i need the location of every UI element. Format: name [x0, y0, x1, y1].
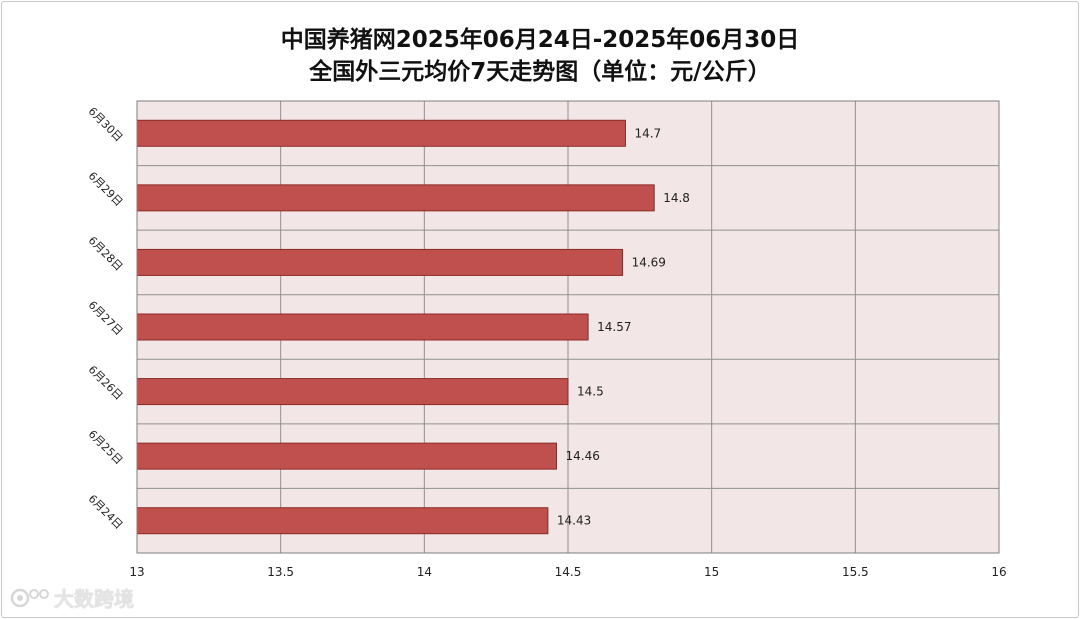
bar: [136, 313, 589, 341]
data-label: 14.8: [663, 191, 690, 205]
brand-logo-icon: [10, 588, 49, 607]
data-label: 14.43: [557, 514, 591, 528]
x-tick-label: 13: [129, 565, 144, 579]
data-label: 14.46: [566, 449, 600, 463]
bar: [136, 442, 558, 470]
watermark-text: 大数跨境: [54, 587, 134, 611]
y-tick-label: 6月24日: [86, 492, 126, 532]
watermark: 大数跨境: [10, 583, 134, 612]
x-tick-label: 16: [991, 565, 1006, 579]
data-label: 14.7: [634, 126, 661, 140]
bar: [136, 507, 549, 535]
y-tick-label: 6月29日: [86, 169, 126, 209]
chart-title: 中国养猪网2025年06月24日-2025年06月30日: [280, 27, 800, 53]
bar: [136, 378, 569, 406]
x-tick-label: 13.5: [267, 565, 294, 579]
x-tick-label: 14.5: [555, 565, 582, 579]
y-tick-label: 6月30日: [86, 105, 126, 145]
x-tick-label: 15: [704, 565, 719, 579]
bar: [136, 119, 626, 147]
x-tick-label: 15.5: [842, 565, 869, 579]
data-label: 14.5: [577, 385, 604, 399]
data-label: 14.69: [632, 255, 666, 269]
chart-subtitle: 全国外三元均价7天走势图（单位：元/公斤）: [309, 59, 771, 85]
bar: [136, 184, 655, 212]
plot-border: [136, 100, 1000, 554]
y-tick-label: 6月28日: [86, 234, 126, 274]
y-tick-label: 6月26日: [86, 363, 126, 403]
x-tick-label: 14: [417, 565, 432, 579]
y-tick-label: 6月25日: [86, 428, 126, 468]
bar: [136, 248, 624, 276]
data-label: 14.57: [597, 320, 631, 334]
y-tick-label: 6月27日: [86, 298, 126, 338]
